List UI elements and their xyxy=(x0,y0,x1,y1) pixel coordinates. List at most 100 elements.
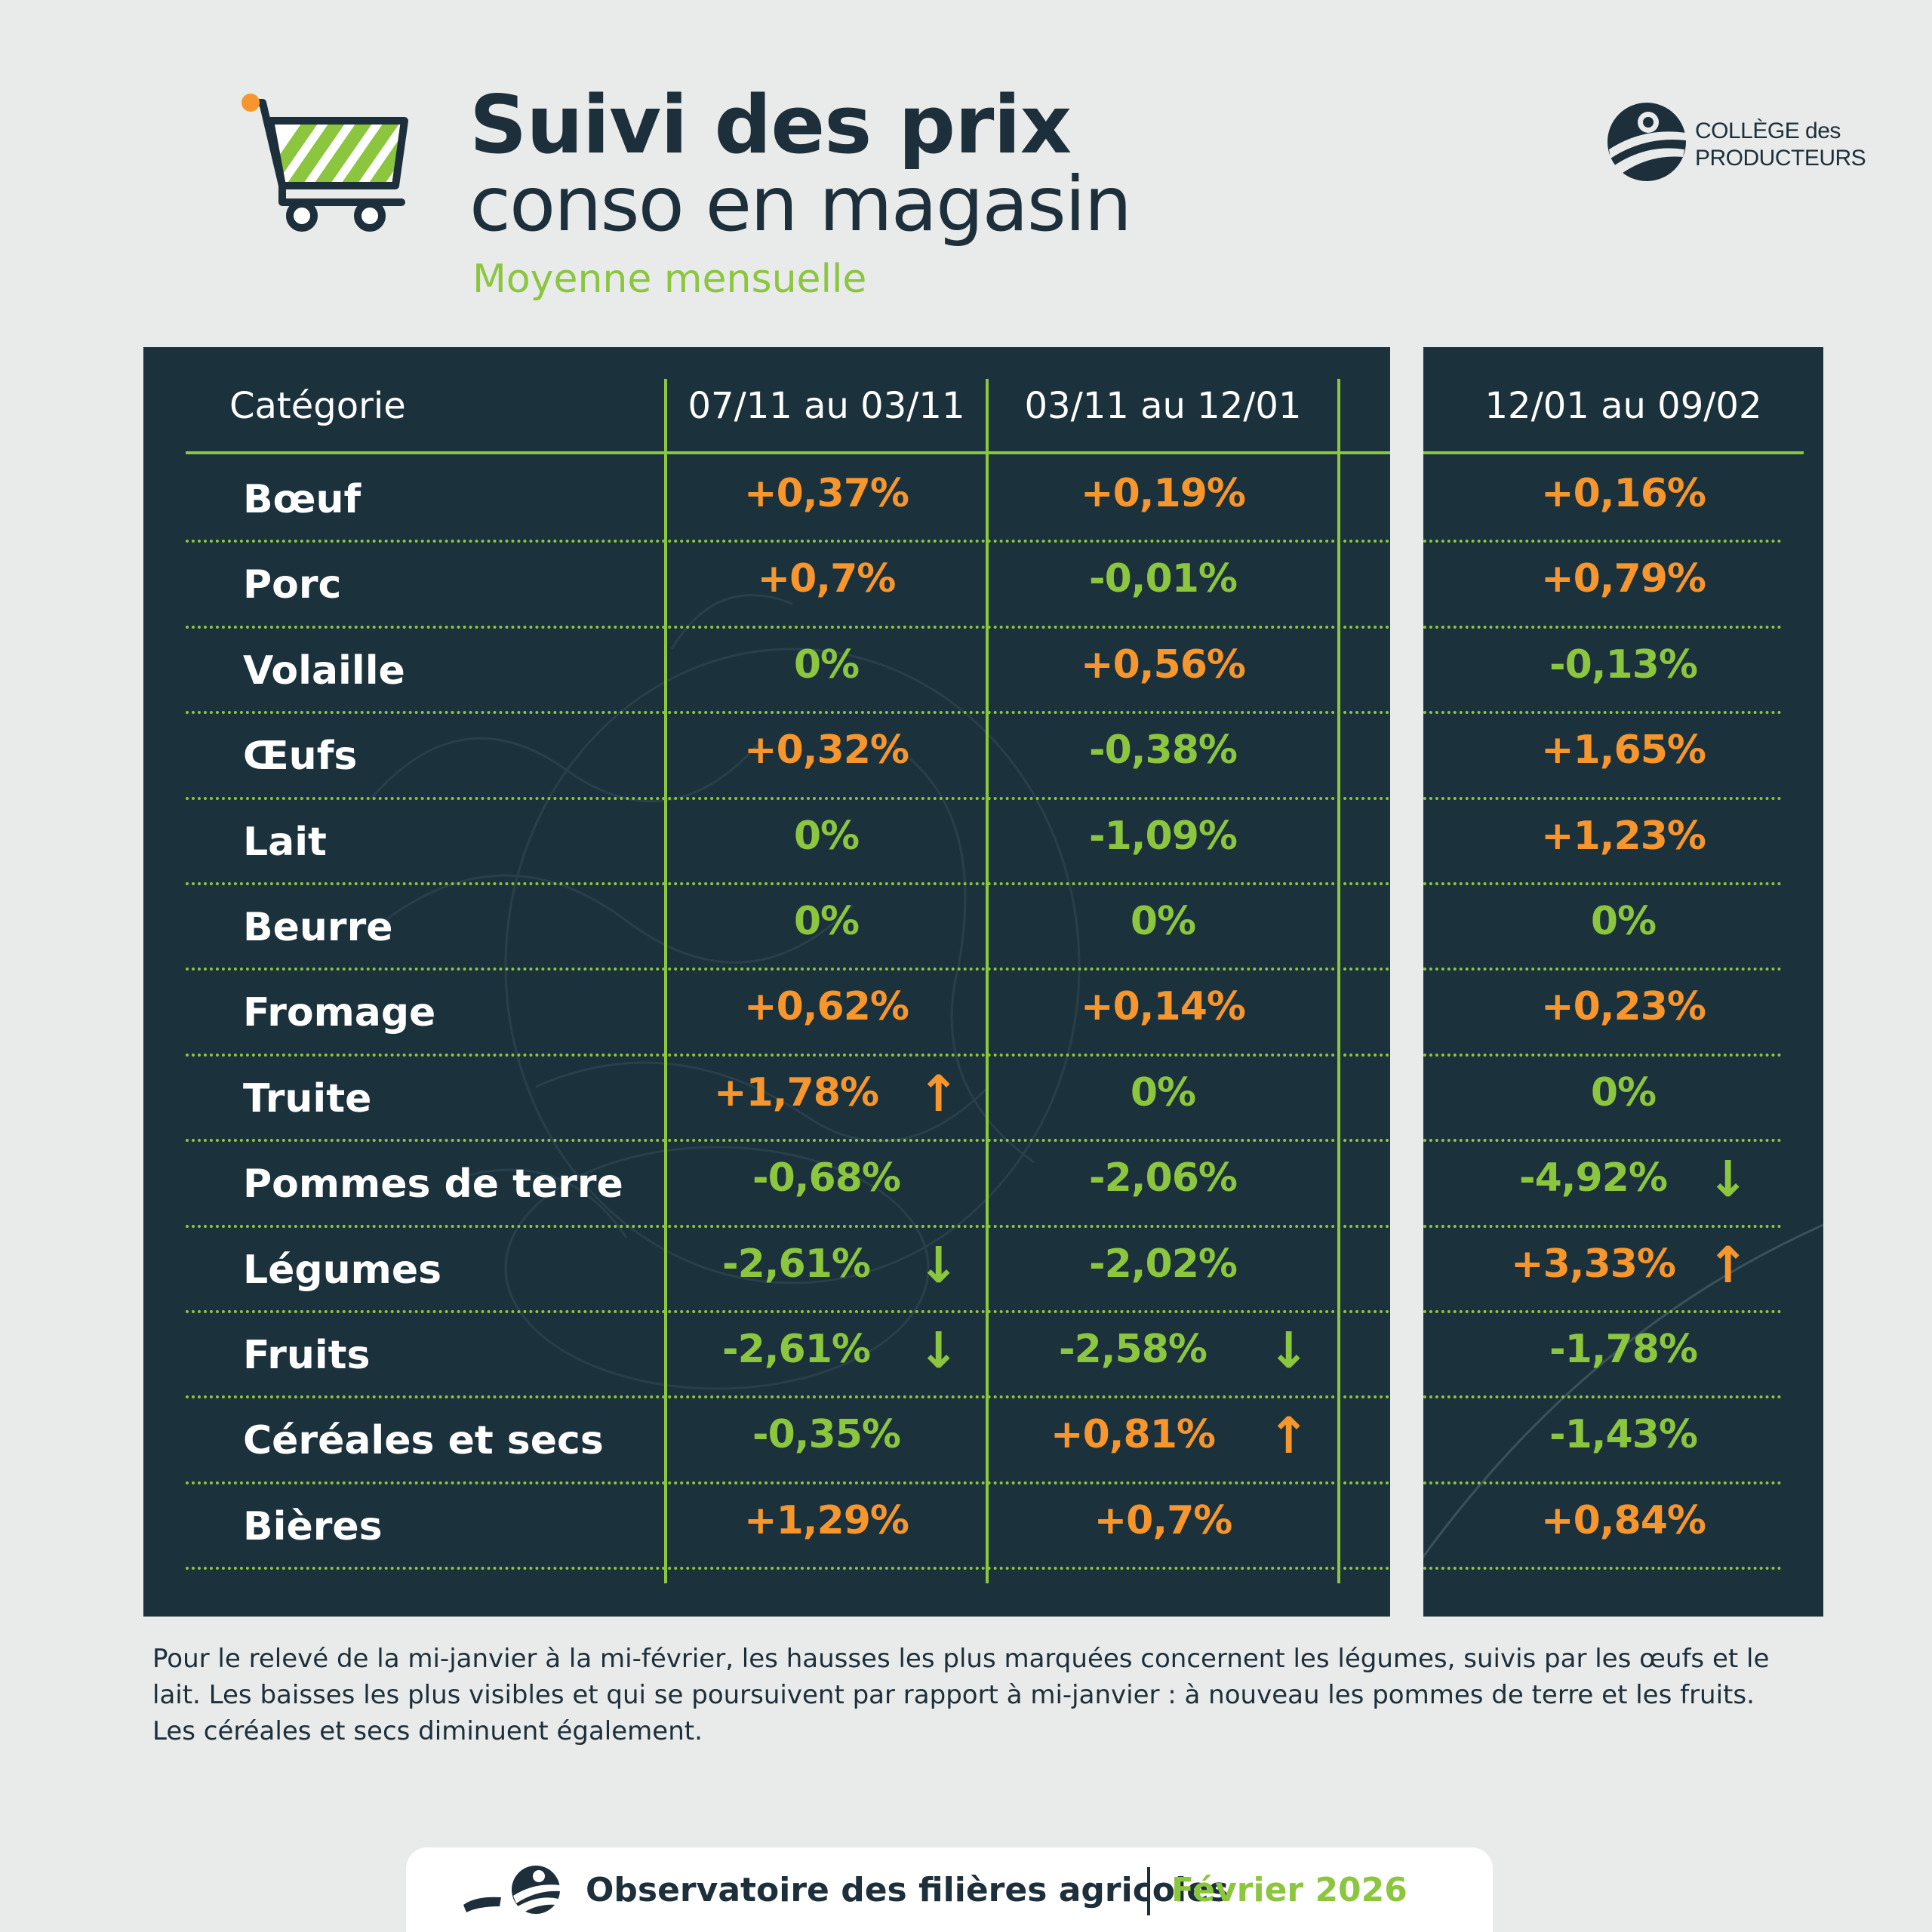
column-divider-3 xyxy=(1337,379,1340,1583)
page-subtitle: Moyenne mensuelle xyxy=(472,257,867,302)
value-cell: +1,29% xyxy=(744,1497,909,1543)
category-label: Œufs xyxy=(243,734,358,780)
table-row: Céréales et secs -0,35% +0,81% ↑ -1,43% xyxy=(0,1398,1932,1484)
column-header-period-1: 07/11 au 03/11 xyxy=(688,385,965,427)
table-row: Fromage +0,62% +0,14% +0,23% xyxy=(0,971,1932,1056)
column-header-period-3: 12/01 au 09/02 xyxy=(1484,385,1762,427)
arrow-down-icon: ↓ xyxy=(1707,1150,1749,1209)
page-title-line2: conso en magasin xyxy=(469,160,1132,248)
value-cell: -2,61% xyxy=(722,1327,871,1372)
category-label: Truite xyxy=(243,1075,372,1121)
value-cell: +1,78% xyxy=(714,1069,879,1115)
value-cell: 0% xyxy=(793,641,860,688)
row-separator xyxy=(186,796,1390,800)
value-cell: -0,68% xyxy=(752,1155,901,1201)
row-separator xyxy=(186,1567,1390,1571)
row-separator-right xyxy=(1423,711,1781,715)
value-cell: 0% xyxy=(793,899,860,944)
row-separator xyxy=(186,1053,1390,1057)
value-cell: +0,62% xyxy=(744,984,909,1030)
value-cell: +1,65% xyxy=(1541,728,1706,774)
value-cell: +0,56% xyxy=(1081,641,1246,688)
value-cell: -2,02% xyxy=(1089,1241,1238,1287)
footer-date: Février 2026 xyxy=(1171,1871,1407,1909)
category-label: Légumes xyxy=(243,1247,442,1293)
row-separator xyxy=(186,711,1390,715)
category-label: Bières xyxy=(243,1503,383,1549)
row-separator-right xyxy=(1423,882,1781,885)
value-cell: -0,01% xyxy=(1089,556,1238,602)
row-separator-right xyxy=(1423,1053,1781,1057)
header-underline-right xyxy=(1423,451,1804,454)
row-separator-right xyxy=(1423,1567,1781,1571)
category-label: Beurre xyxy=(243,905,393,950)
footer-organization: Observatoire des filières agricoles xyxy=(586,1871,1229,1909)
table-row: Lait 0% -1,09% +1,23% xyxy=(0,800,1932,885)
row-separator-right xyxy=(1423,796,1781,800)
decorative-illustration xyxy=(368,594,1081,1390)
table-row: Beurre 0% 0% 0% xyxy=(0,885,1932,971)
row-separator xyxy=(186,1224,1390,1228)
logo-line1: COLLÈGE des xyxy=(1695,118,1841,143)
row-separator-right xyxy=(1423,1139,1781,1143)
row-separator xyxy=(186,1481,1390,1484)
table-row: Bières +1,29% +0,7% +0,84% xyxy=(0,1484,1932,1570)
value-cell: -1,43% xyxy=(1549,1412,1698,1458)
row-separator xyxy=(186,540,1390,543)
value-cell: +0,7% xyxy=(1094,1497,1233,1543)
table-row: Volaille 0% +0,56% -0,13% xyxy=(0,629,1932,714)
footer-separator xyxy=(1147,1867,1150,1915)
column-header-period-2: 03/11 au 12/01 xyxy=(1024,385,1302,427)
observatoire-logo-icon xyxy=(463,1866,560,1914)
value-cell: -0,13% xyxy=(1549,641,1698,688)
arrow-up-icon: ↑ xyxy=(1707,1235,1749,1294)
category-label: Porc xyxy=(243,562,342,608)
column-header-category: Catégorie xyxy=(229,385,406,427)
table-panel-latest xyxy=(1423,347,1823,1617)
value-cell: +0,23% xyxy=(1541,984,1706,1030)
table-row: Légumes -2,61% ↓ -2,02% +3,33% ↑ xyxy=(0,1228,1932,1313)
summary-note: Pour le relevé de la mi-janvier à la mi-… xyxy=(152,1644,1770,1746)
table-row: Truite +1,78% ↑ 0% 0% xyxy=(0,1057,1932,1142)
header-underline xyxy=(186,451,1390,454)
value-cell: +0,81% xyxy=(1051,1412,1216,1458)
category-label: Céréales et secs xyxy=(243,1418,604,1464)
table-row: Œufs +0,32% -0,38% +1,65% xyxy=(0,714,1932,799)
arrow-down-icon: ↓ xyxy=(1268,1321,1310,1380)
row-separator-right xyxy=(1423,1224,1781,1228)
table-row: Pommes de terre -0,68% -2,06% -4,92% ↓ xyxy=(0,1142,1932,1227)
arrow-down-icon: ↓ xyxy=(918,1235,960,1294)
decorative-swoosh xyxy=(1423,1223,1823,1559)
row-separator-right xyxy=(1423,625,1781,629)
arrow-up-icon: ↑ xyxy=(1268,1407,1310,1466)
table-row: Porc +0,7% -0,01% +0,79% xyxy=(0,543,1932,628)
value-cell: -2,61% xyxy=(722,1241,871,1287)
value-cell: +1,23% xyxy=(1541,813,1706,859)
value-cell: -4,92% xyxy=(1519,1155,1668,1201)
table-panel-main xyxy=(143,347,1390,1617)
category-label: Fruits xyxy=(243,1333,371,1378)
category-label: Fromage xyxy=(243,990,436,1036)
logo-line2: PRODUCTEURS xyxy=(1695,146,1866,171)
value-cell: -2,58% xyxy=(1059,1327,1208,1372)
value-cell: -1,09% xyxy=(1089,813,1238,859)
value-cell: 0% xyxy=(1130,899,1196,944)
shopping-cart-icon xyxy=(242,94,408,232)
column-divider-1 xyxy=(664,379,667,1583)
value-cell: +0,79% xyxy=(1541,556,1706,602)
value-cell: +0,14% xyxy=(1081,984,1246,1030)
row-separator xyxy=(186,625,1390,629)
category-label: Volaille xyxy=(243,648,405,694)
value-cell: -2,06% xyxy=(1089,1155,1238,1201)
value-cell: 0% xyxy=(793,813,860,859)
value-cell: +3,33% xyxy=(1511,1241,1676,1287)
row-separator-right xyxy=(1423,968,1781,971)
arrow-up-icon: ↑ xyxy=(918,1064,960,1123)
value-cell: 0% xyxy=(1590,899,1657,944)
category-label: Pommes de terre xyxy=(243,1161,623,1208)
page-title: Suivi des prix xyxy=(469,78,1072,171)
value-cell: -1,78% xyxy=(1549,1327,1698,1372)
arrow-down-icon: ↓ xyxy=(918,1321,960,1380)
value-cell: +0,37% xyxy=(744,471,909,516)
college-producteurs-logo xyxy=(1607,103,1686,181)
